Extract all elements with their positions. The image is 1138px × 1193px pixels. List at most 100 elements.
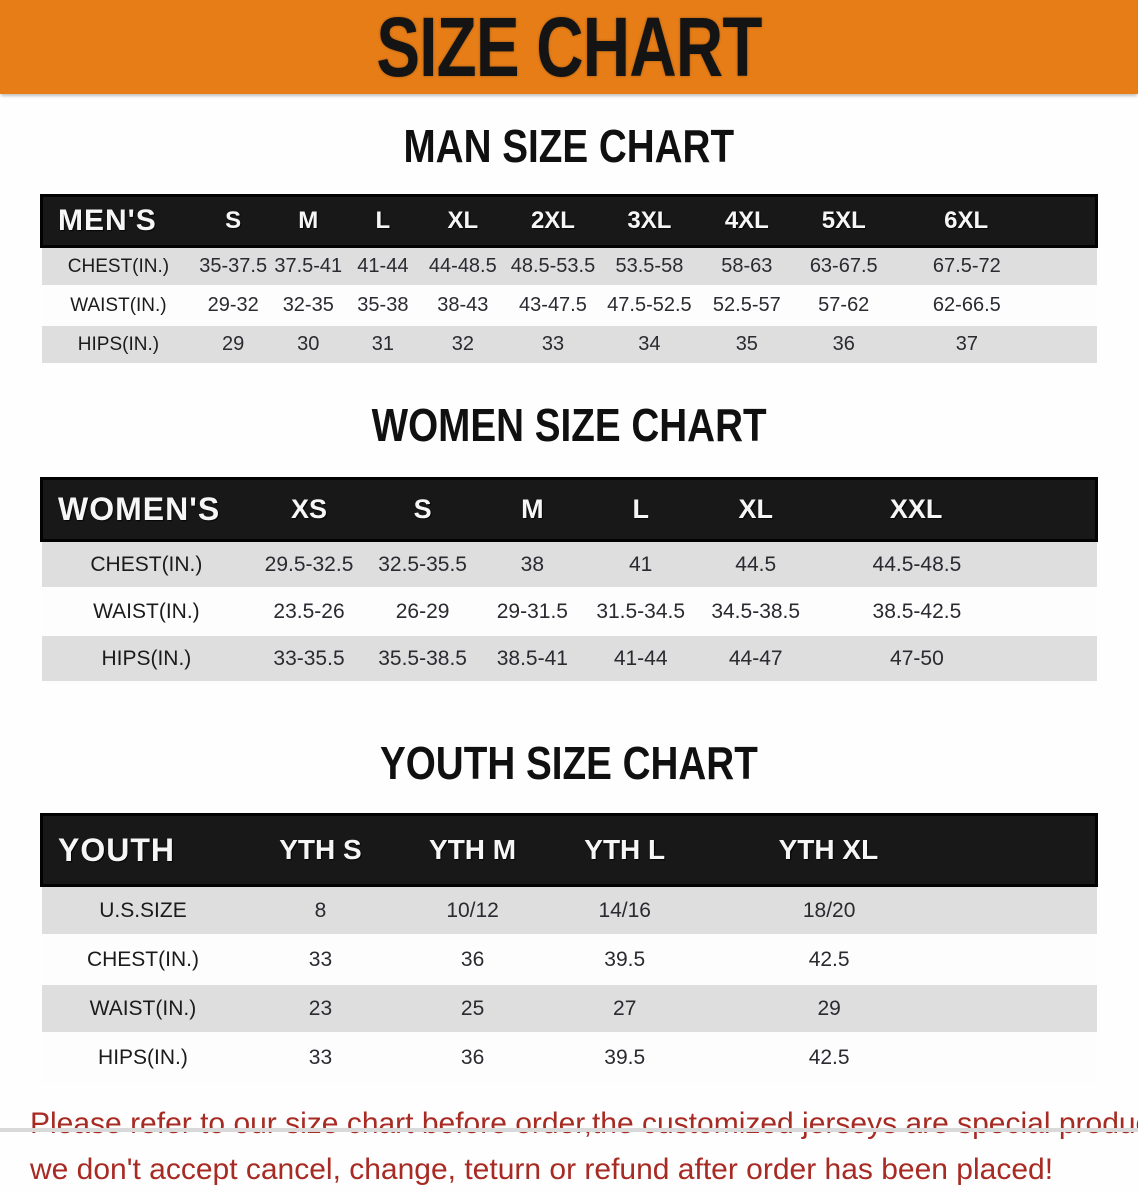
- size-value-cell: 58-63: [698, 246, 796, 287]
- size-value-cell: 36: [396, 1033, 549, 1083]
- size-value-cell: 42.5: [700, 935, 1097, 985]
- size-value-cell: 23: [244, 984, 397, 1034]
- size-column-header: 6XL: [892, 194, 1099, 248]
- table-body: U.S.SIZE 8 10/12 14/16 18/20 CHEST(IN.) 33 36 39…: [41, 885, 1097, 1083]
- size-value-cell: 23.5-26: [251, 588, 367, 636]
- measure-row-label: WAIST(IN.): [41, 984, 245, 1034]
- size-column-header: M: [270, 194, 346, 248]
- size-value-cell: 52.5-57: [698, 286, 796, 326]
- size-value-cell: 44-47: [695, 635, 817, 683]
- size-value-cell: 33: [505, 325, 601, 365]
- measure-row: WAIST(IN.) 23 25 27 29: [41, 984, 1097, 1034]
- size-column-header: 3XL: [600, 194, 699, 248]
- group-label: WOMEN'S: [40, 477, 252, 542]
- size-value-cell: 41-44: [586, 635, 696, 683]
- size-value-cell: 39.5: [548, 935, 701, 985]
- size-value-cell: 33-35.5: [251, 635, 367, 683]
- table-body: CHEST(IN.) 29.5-32.5 32.5-35.5 38 41 44.5 44.5…: [41, 540, 1097, 683]
- header-row: WOMEN'S XS S M L XL XXL: [40, 477, 1099, 542]
- size-value-cell: 35: [698, 325, 796, 365]
- women-size-table: WOMEN'S XS S M L XL XXL CHEST(IN.) 29.5-32.5 32.5…: [40, 477, 1099, 683]
- measure-row-label: HIPS(IN.): [41, 1033, 245, 1083]
- size-value-cell: 38: [478, 540, 587, 589]
- size-value-cell: 57-62: [795, 286, 893, 326]
- size-column-header: S: [366, 477, 479, 542]
- size-value-cell: 44.5: [695, 540, 817, 589]
- size-value-cell: 38.5-42.5: [816, 588, 1097, 636]
- youth-section-heading-text: YOUTH SIZE CHART: [380, 737, 758, 789]
- men-section-heading-text: MAN SIZE CHART: [403, 120, 735, 172]
- measure-row: WAIST(IN.) 29-32 32-35 35-38 38-43 43-47.5 47.…: [41, 286, 1097, 326]
- size-column-header: YTH M: [396, 813, 549, 887]
- size-value-cell: 67.5-72: [892, 246, 1097, 287]
- size-value-cell: 29-31.5: [478, 588, 587, 636]
- size-value-cell: 38.5-41: [478, 635, 587, 683]
- size-column-header: L: [345, 194, 421, 248]
- size-value-cell: 32.5-35.5: [366, 540, 479, 589]
- measure-row-label: CHEST(IN.): [41, 246, 196, 287]
- header-row: MEN'S S M L XL 2XL 3XL 4XL 5XL 6XL: [40, 194, 1099, 248]
- size-value-cell: 18/20: [700, 885, 1097, 936]
- size-column-header: XS: [251, 477, 367, 542]
- size-value-cell: 35-37.5: [195, 246, 271, 287]
- measure-row: WAIST(IN.) 23.5-26 26-29 29-31.5 31.5-34.5 34…: [41, 588, 1097, 636]
- size-column-header: S: [195, 194, 271, 248]
- size-column-header: XL: [695, 477, 817, 542]
- size-value-cell: 41: [586, 540, 696, 589]
- table-header-bar: MEN'S S M L XL 2XL 3XL 4XL 5XL 6XL: [40, 194, 1099, 248]
- size-value-cell: 30: [270, 325, 346, 365]
- size-value-cell: 26-29: [366, 588, 479, 636]
- measure-row: HIPS(IN.) 33-35.5 35.5-38.5 38.5-41 41-44 44-…: [41, 635, 1097, 683]
- women-section-heading-text: WOMEN SIZE CHART: [371, 399, 767, 451]
- size-value-cell: 31: [345, 325, 421, 365]
- measure-row: CHEST(IN.) 29.5-32.5 32.5-35.5 38 41 44.5 44.5…: [41, 540, 1097, 589]
- size-value-cell: 42.5: [700, 1033, 1097, 1083]
- size-column-header: YTH S: [244, 813, 397, 887]
- size-value-cell: 29.5-32.5: [251, 540, 367, 589]
- size-value-cell: 62-66.5: [892, 286, 1097, 326]
- size-column-header: XL: [420, 194, 506, 248]
- banner-title: SIZE CHART: [376, 0, 762, 94]
- measure-row-label: WAIST(IN.): [41, 588, 252, 636]
- header-row: YOUTH YTH S YTH M YTH L YTH XL: [40, 813, 1098, 887]
- order-notice-line1: Please refer to our size chart before or…: [30, 1107, 1138, 1140]
- order-notice: Please refer to our size chart before or…: [0, 1101, 1138, 1193]
- youth-section-heading: YOUTH SIZE CHART: [0, 737, 1138, 789]
- size-value-cell: 14/16: [548, 885, 701, 936]
- size-value-cell: 53.5-58: [600, 246, 699, 287]
- group-label: MEN'S: [40, 194, 196, 248]
- measure-row-label: U.S.SIZE: [41, 885, 245, 936]
- size-value-cell: 37.5-41: [270, 246, 346, 287]
- size-value-cell: 36: [396, 935, 549, 985]
- size-value-cell: 33: [244, 1033, 397, 1083]
- size-column-header: M: [478, 477, 587, 542]
- measure-row: CHEST(IN.) 35-37.5 37.5-41 41-44 44-48.5 48.5…: [41, 246, 1097, 287]
- size-column-header: L: [586, 477, 696, 542]
- youth-size-table: YOUTH YTH S YTH M YTH L YTH XL U.S.SIZE 8 10/12…: [40, 813, 1098, 1083]
- size-column-header: 4XL: [698, 194, 796, 248]
- table-header-bar: YOUTH YTH S YTH M YTH L YTH XL: [40, 813, 1098, 887]
- size-column-header: YTH XL: [700, 813, 1098, 887]
- size-value-cell: 48.5-53.5: [505, 246, 601, 287]
- size-value-cell: 29-32: [195, 286, 271, 326]
- measure-row: U.S.SIZE 8 10/12 14/16 18/20: [41, 885, 1097, 936]
- measure-row: HIPS(IN.) 33 36 39.5 42.5: [41, 1033, 1097, 1083]
- size-value-cell: 27: [548, 984, 701, 1034]
- size-value-cell: 35.5-38.5: [366, 635, 479, 683]
- measure-row: CHEST(IN.) 33 36 39.5 42.5: [41, 935, 1097, 985]
- size-value-cell: 47.5-52.5: [600, 286, 699, 326]
- size-value-cell: 39.5: [548, 1033, 701, 1083]
- size-value-cell: 43-47.5: [505, 286, 601, 326]
- size-value-cell: 47-50: [816, 635, 1097, 683]
- order-notice-line2: we don't accept cancel, change, teturn o…: [30, 1153, 1054, 1186]
- size-value-cell: 32-35: [270, 286, 346, 326]
- size-chart-banner: SIZE CHART: [0, 0, 1138, 94]
- measure-row-label: HIPS(IN.): [41, 635, 252, 683]
- size-value-cell: 37: [892, 325, 1097, 365]
- table-body: CHEST(IN.) 35-37.5 37.5-41 41-44 44-48.5 48.5…: [41, 246, 1097, 365]
- measure-row-label: WAIST(IN.): [41, 286, 196, 326]
- size-value-cell: 38-43: [420, 286, 506, 326]
- measure-row-label: HIPS(IN.): [41, 325, 196, 365]
- size-value-cell: 34: [600, 325, 699, 365]
- size-value-cell: 25: [396, 984, 549, 1034]
